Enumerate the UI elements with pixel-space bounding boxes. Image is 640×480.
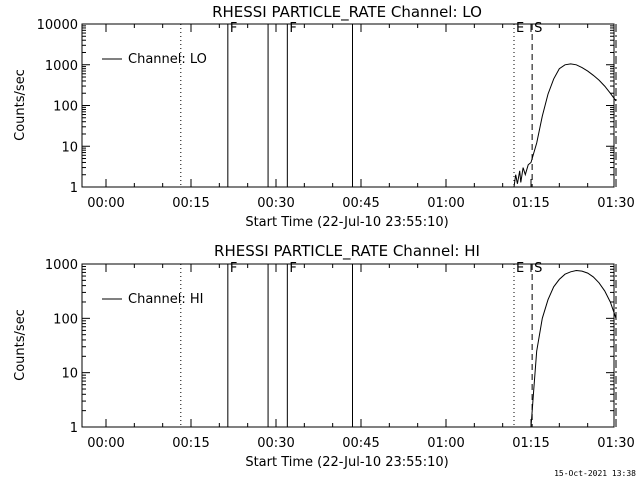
event-marker-label: F xyxy=(289,261,296,276)
x-tick-label: 01:00 xyxy=(427,196,464,211)
event-marker-label: F xyxy=(289,21,296,36)
x-axis-label: Start Time (22-Jul-10 23:55:10) xyxy=(245,215,448,230)
x-tick-label: 00:00 xyxy=(87,196,124,211)
y-tick-label: 1000 xyxy=(45,59,78,74)
plot-series xyxy=(530,269,617,428)
legend-entry: Channel: LO xyxy=(128,52,207,67)
chart-title: RHESSI PARTICLE_RATE Channel: LO xyxy=(212,3,482,22)
y-tick-label: 10 xyxy=(61,140,78,155)
x-tick-label: 00:45 xyxy=(342,196,379,211)
x-tick-label: 00:30 xyxy=(257,436,294,451)
legend: Channel: LO xyxy=(102,52,207,67)
x-tick-label: 01:15 xyxy=(512,436,549,451)
y-tick-label: 1 xyxy=(70,421,78,436)
x-axis-label: Start Time (22-Jul-10 23:55:10) xyxy=(245,455,448,470)
plot-frame xyxy=(81,263,615,428)
chart-title: RHESSI PARTICLE_RATE Channel: HI xyxy=(214,242,480,261)
legend: Channel: HI xyxy=(102,292,204,307)
legend-entry: Channel: HI xyxy=(128,292,204,307)
plot-series xyxy=(513,63,617,188)
series-line xyxy=(513,63,617,188)
event-marker-label: E xyxy=(516,261,524,276)
generation-timestamp: 15-Oct-2021 13:38 xyxy=(554,469,636,478)
axis-ticks: 1 10 100 1000 00:00 00:15 00:30 00:45 01:00 01:15… xyxy=(45,258,635,451)
y-tick-label: 10000 xyxy=(37,18,78,33)
y-tick-label: 1000 xyxy=(45,258,78,273)
series-line xyxy=(530,269,617,428)
y-tick-label: 100 xyxy=(53,312,78,327)
y-axis-label: Counts/sec xyxy=(13,309,28,381)
event-marker-label: S xyxy=(534,261,542,276)
lo-channel-panel: RHESSI PARTICLE_RATE Channel: LO Counts/… xyxy=(13,3,635,230)
x-tick-label: 00:30 xyxy=(257,196,294,211)
event-marker-label: S xyxy=(534,21,542,36)
x-tick-label: 00:15 xyxy=(172,436,209,451)
x-tick-label: 00:45 xyxy=(342,436,379,451)
x-tick-label: 00:00 xyxy=(87,436,124,451)
y-tick-label: 10 xyxy=(61,367,78,382)
y-tick-label: 100 xyxy=(53,100,78,115)
x-tick-label: 01:30 xyxy=(597,196,634,211)
y-tick-label: 1 xyxy=(70,181,78,196)
x-tick-label: 01:15 xyxy=(512,196,549,211)
hi-channel-panel: RHESSI PARTICLE_RATE Channel: HI Counts/… xyxy=(13,242,635,470)
y-axis-label: Counts/sec xyxy=(13,69,28,141)
axis-ticks: 1 10 100 1000 10000 00:00 00:15 00:30 00:45 01:00… xyxy=(37,18,635,211)
event-marker-label: F xyxy=(230,21,237,36)
x-tick-label: 01:00 xyxy=(427,436,464,451)
event-marker-label: E xyxy=(516,21,524,36)
x-tick-label: 00:15 xyxy=(172,196,209,211)
x-tick-label: 01:30 xyxy=(597,436,634,451)
event-marker-label: F xyxy=(230,261,237,276)
plot-frame xyxy=(81,23,615,188)
